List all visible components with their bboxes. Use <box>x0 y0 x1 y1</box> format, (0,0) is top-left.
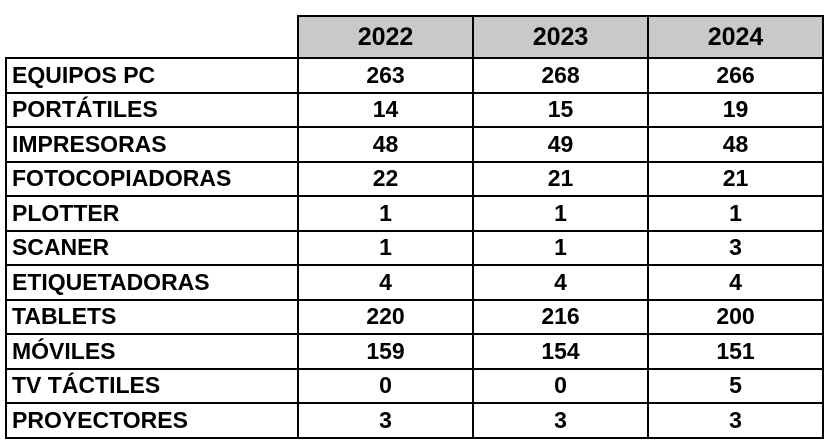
column-header: 2022 <box>297 15 474 59</box>
table-row: FOTOCOPIADORAS 22 21 21 <box>5 160 824 197</box>
table-row: MÓVILES 159 154 151 <box>5 333 824 370</box>
cell-value: 266 <box>647 57 824 94</box>
cell-value: 5 <box>647 367 824 404</box>
row-label: PROYECTORES <box>5 402 299 439</box>
row-label: ETIQUETADORAS <box>5 264 299 301</box>
row-label: MÓVILES <box>5 333 299 370</box>
row-label: IMPRESORAS <box>5 126 299 163</box>
cell-value: 4 <box>472 264 649 301</box>
cell-value: 220 <box>297 298 474 335</box>
cell-value: 154 <box>472 333 649 370</box>
cell-value: 3 <box>472 402 649 439</box>
cell-value: 3 <box>297 402 474 439</box>
cell-value: 15 <box>472 91 649 128</box>
cell-value: 0 <box>472 367 649 404</box>
table-row: EQUIPOS PC 263 268 266 <box>5 57 824 94</box>
row-label: SCANER <box>5 229 299 266</box>
table-row: TV TÁCTILES 0 0 5 <box>5 367 824 404</box>
cell-value: 21 <box>472 160 649 197</box>
table-body: EQUIPOS PC 263 268 266 PORTÁTILES 14 15 19 IMPRE… <box>5 57 824 439</box>
empty-cell <box>6 16 299 59</box>
cell-value: 48 <box>297 126 474 163</box>
cell-value: 159 <box>297 333 474 370</box>
table-row: PLOTTER 1 1 1 <box>5 195 824 232</box>
cell-value: 49 <box>472 126 649 163</box>
table-row: SCANER 1 1 3 <box>5 229 824 266</box>
row-label: EQUIPOS PC <box>5 57 299 94</box>
cell-value: 216 <box>472 298 649 335</box>
row-label: FOTOCOPIADORAS <box>5 160 299 197</box>
cell-value: 1 <box>297 229 474 266</box>
cell-value: 263 <box>297 57 474 94</box>
cell-value: 200 <box>647 298 824 335</box>
cell-value: 1 <box>647 195 824 232</box>
cell-value: 151 <box>647 333 824 370</box>
cell-value: 19 <box>647 91 824 128</box>
row-label: TABLETS <box>5 298 299 335</box>
table-row: ETIQUETADORAS 4 4 4 <box>5 264 824 301</box>
row-label: PLOTTER <box>5 195 299 232</box>
row-label: PORTÁTILES <box>5 91 299 128</box>
table-row: PROYECTORES 3 3 3 <box>5 402 824 439</box>
cell-value: 4 <box>647 264 824 301</box>
column-header: 2023 <box>472 15 649 59</box>
cell-value: 22 <box>297 160 474 197</box>
header-row: 2022 2023 2024 <box>6 15 824 59</box>
cell-value: 0 <box>297 367 474 404</box>
cell-value: 3 <box>647 402 824 439</box>
row-label: TV TÁCTILES <box>5 367 299 404</box>
cell-value: 1 <box>297 195 474 232</box>
table-row: IMPRESORAS 48 49 48 <box>5 126 824 163</box>
cell-value: 48 <box>647 126 824 163</box>
cell-value: 268 <box>472 57 649 94</box>
cell-value: 3 <box>647 229 824 266</box>
table-row: PORTÁTILES 14 15 19 <box>5 91 824 128</box>
cell-value: 4 <box>297 264 474 301</box>
table-row: TABLETS 220 216 200 <box>5 298 824 335</box>
cell-value: 21 <box>647 160 824 197</box>
inventory-table: 2022 2023 2024 EQUIPOS PC 263 268 266 PORTÁTIL… <box>5 15 824 439</box>
cell-value: 14 <box>297 91 474 128</box>
cell-value: 1 <box>472 229 649 266</box>
column-header: 2024 <box>647 15 824 59</box>
cell-value: 1 <box>472 195 649 232</box>
